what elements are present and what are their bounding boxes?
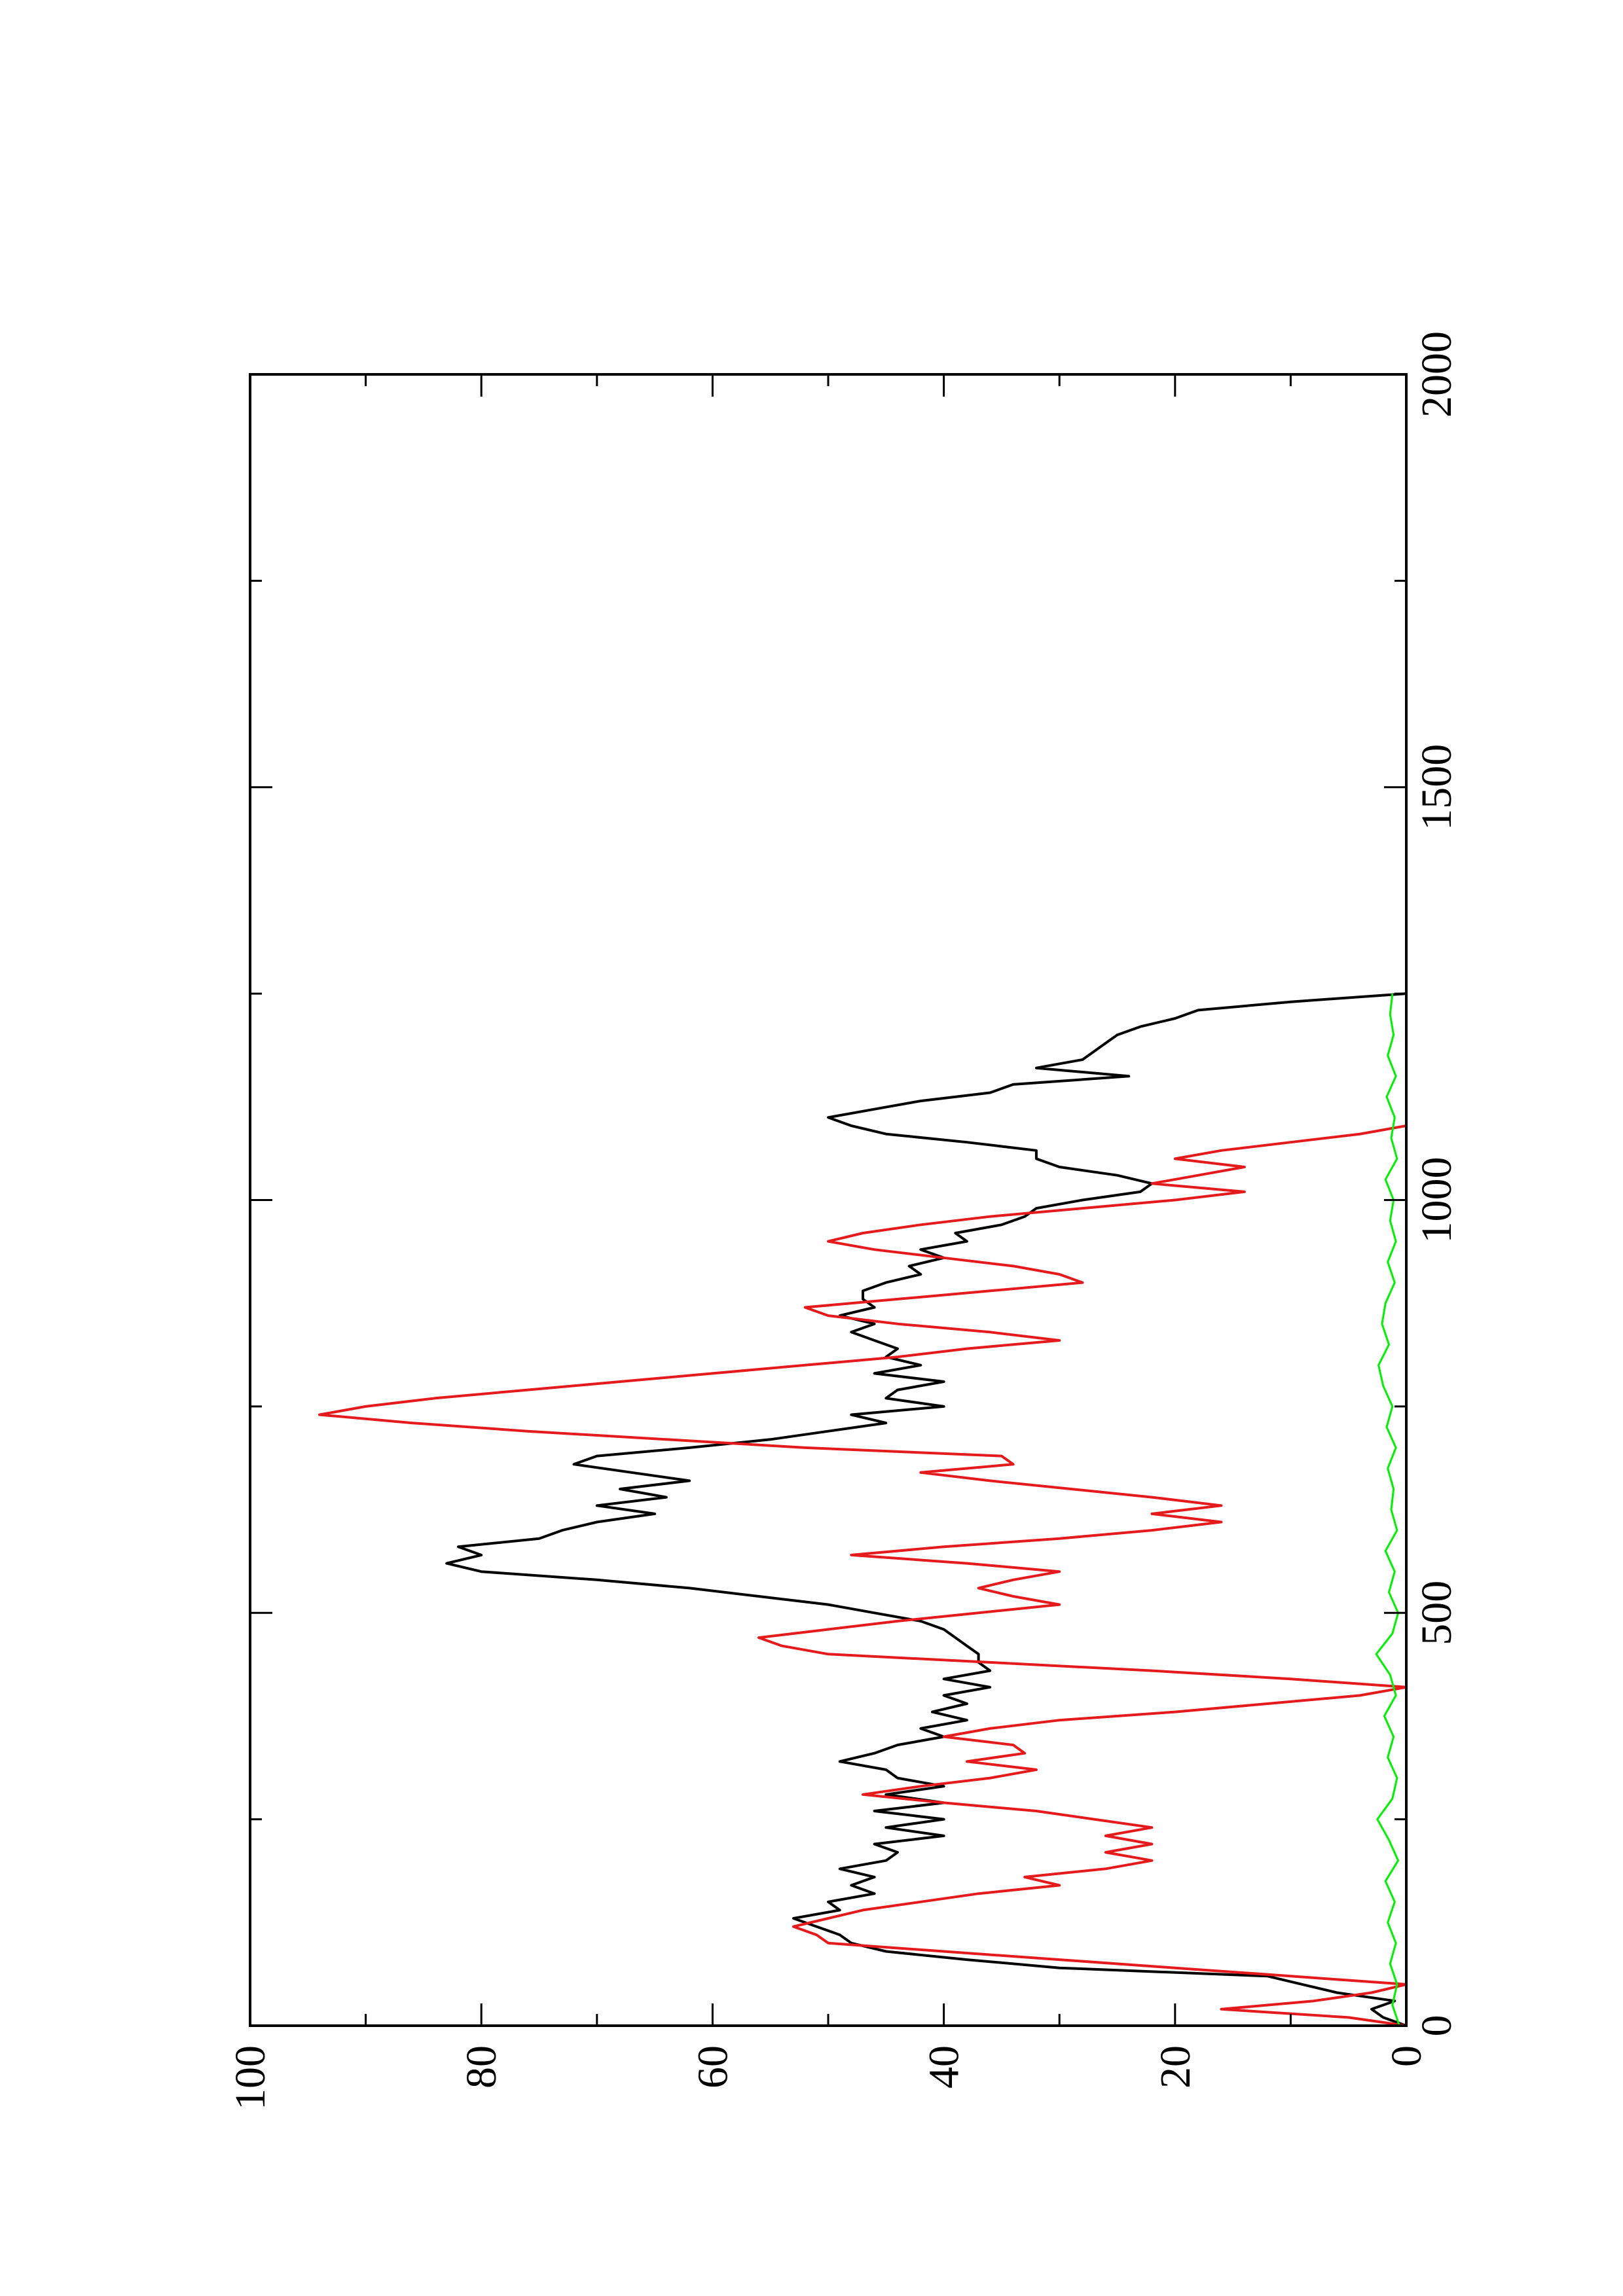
x-tick-label: 2000 (1413, 331, 1461, 418)
series-line-1 (445, 992, 1407, 2027)
x-tick-label: 0 (1413, 2015, 1461, 2037)
x-tick-label: 500 (1413, 1581, 1461, 1645)
x-tick-label: 1500 (1413, 744, 1461, 831)
x-tick-label: 1000 (1413, 1157, 1461, 1244)
y-tick-label: 0 (1383, 2045, 1431, 2067)
plot-frame (249, 373, 1408, 2027)
series-line-2 (318, 994, 1408, 2027)
y-tick-label: 20 (1152, 2045, 1199, 2089)
y-tick-label: 60 (689, 2045, 737, 2089)
y-tick-label: 100 (227, 2045, 274, 2110)
plot-marks (318, 992, 1408, 2027)
series-line-3 (1375, 993, 1400, 2026)
y-tick-label: 80 (458, 2045, 505, 2089)
axes: 0 500 1000 1500 2000 0 20 40 60 80 100 (227, 331, 1461, 2110)
y-tick-label: 40 (921, 2045, 968, 2089)
